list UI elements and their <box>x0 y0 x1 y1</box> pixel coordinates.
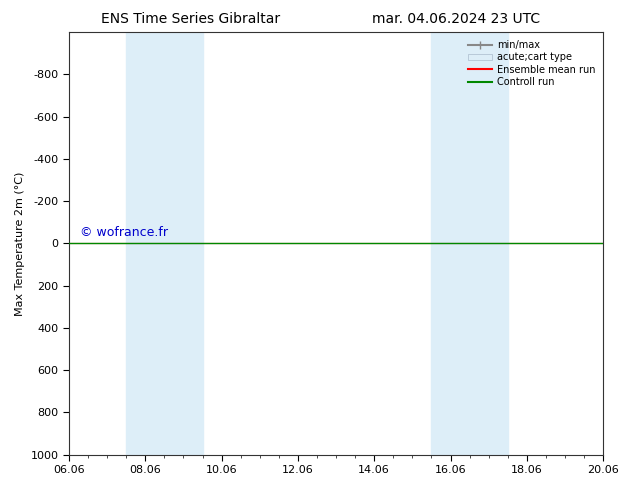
Text: © wofrance.fr: © wofrance.fr <box>80 226 167 239</box>
Bar <box>164 32 202 455</box>
Text: mar. 04.06.2024 23 UTC: mar. 04.06.2024 23 UTC <box>372 12 541 26</box>
Text: ENS Time Series Gibraltar: ENS Time Series Gibraltar <box>101 12 280 26</box>
Bar <box>470 32 508 455</box>
Y-axis label: Max Temperature 2m (°C): Max Temperature 2m (°C) <box>15 171 25 316</box>
Legend: min/max, acute;cart type, Ensemble mean run, Controll run: min/max, acute;cart type, Ensemble mean … <box>465 37 598 90</box>
Bar <box>126 32 164 455</box>
Bar <box>431 32 470 455</box>
